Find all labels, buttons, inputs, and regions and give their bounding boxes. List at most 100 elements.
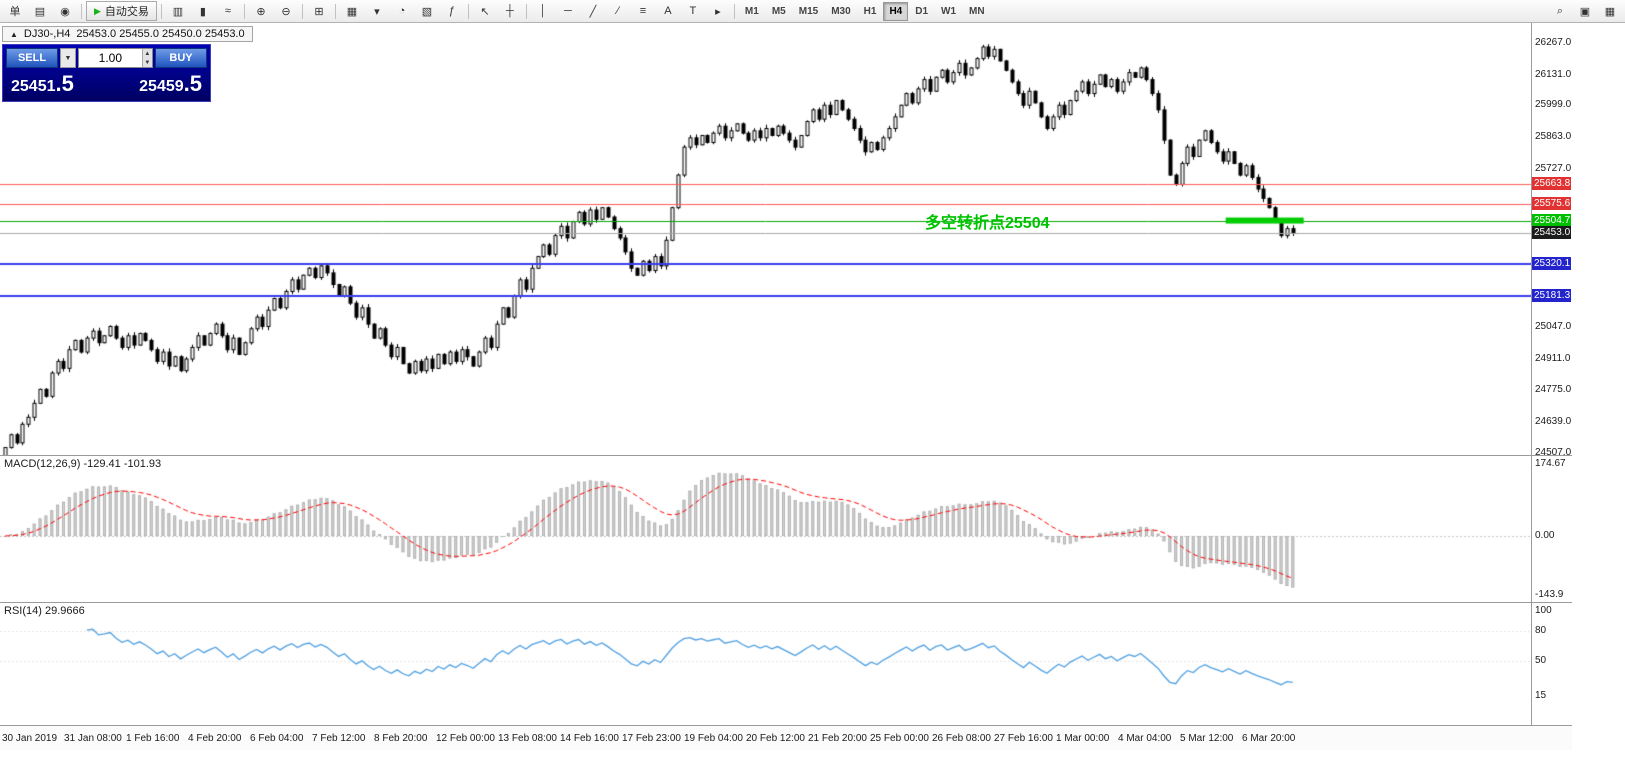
vertical-line-icon[interactable]: │	[539, 5, 547, 17]
toolbar-separator	[301, 3, 303, 19]
line-chart-icon[interactable]: ≈	[224, 5, 231, 17]
one-click-trading-panel: SELL ▼ ▲ ▼ BUY 25451.5 25459.5	[2, 44, 211, 102]
chart-ohlc-readout: 25453.0 25455.0 25450.0 25453.0	[76, 28, 245, 40]
toolbar-separator	[81, 3, 82, 19]
price-axis-label: 26131.0	[1535, 68, 1572, 80]
timeframe-button-mn[interactable]: MN	[969, 5, 985, 17]
time-axis-label: 4 Feb 20:00	[188, 733, 242, 744]
indicators-icon[interactable]: ƒ	[448, 5, 455, 17]
price-pane: 26267.0 26131.0 25999.0 25863.0 25727.0 25047…	[0, 23, 1572, 458]
main-toolbar: 单 ▤ ◉ ▶ 自动交易 ▥ ▮ ≈ ⊕ ⊖ ⊞ ▦ ▾ ◔ ▧ ƒ ↖ ┼ │ ─ ╱ ∕ ≡ A T ▸ M1 M5 M15 M30 H…	[0, 0, 1625, 23]
market-watch-icon[interactable]: ▦	[1604, 5, 1616, 18]
chart-tab[interactable]: ▲ DJ30-,H4 25453.0 25455.0 25450.0 25453…	[2, 26, 253, 42]
text-icon[interactable]: A	[664, 5, 672, 17]
charts-menu-icon[interactable]: ▤	[34, 5, 46, 18]
lot-size-input[interactable]	[79, 49, 142, 67]
horizontal-line-icon[interactable]: ─	[564, 5, 572, 17]
buy-price[interactable]: 25459.5	[139, 71, 202, 96]
arrows-icon[interactable]: ▸	[715, 5, 721, 18]
period-icon[interactable]: ◔	[398, 5, 406, 17]
new-order-icon[interactable]: 单	[9, 6, 21, 18]
lot-increase-button[interactable]: ▲	[141, 49, 152, 58]
sell-price[interactable]: 25451.5	[11, 71, 74, 96]
price-axis[interactable]: 26267.0 26131.0 25999.0 25863.0 25727.0 25047…	[1531, 23, 1572, 458]
timeframe-button-d1[interactable]: D1	[915, 5, 929, 17]
text-label-icon[interactable]: T	[689, 5, 697, 17]
price-axis-label: 24911.0	[1535, 352, 1571, 364]
profiles-icon[interactable]: ▾	[374, 5, 380, 18]
time-axis-label: 30 Jan 2019	[2, 733, 58, 744]
lot-decrease-button[interactable]: ▼	[141, 58, 152, 67]
rsi-axis-label: 80	[1535, 625, 1547, 636]
search-icon[interactable]: ⌕	[1556, 4, 1564, 17]
time-axis-label: 21 Feb 20:00	[808, 733, 867, 744]
price-line-tag[interactable]: 25181.3	[1532, 288, 1571, 302]
zoom-out-icon[interactable]: ⊖	[281, 5, 291, 18]
timeframe-button-m30[interactable]: M30	[831, 5, 851, 17]
macd-canvas[interactable]	[0, 456, 1531, 602]
chart-symbol-period: DJ30-,H4	[23, 28, 71, 40]
time-axis[interactable]: 30 Jan 2019 31 Jan 08:00 1 Feb 16:00 4 Feb …	[0, 726, 1572, 750]
price-line-tag[interactable]: 25663.8	[1532, 176, 1571, 190]
rsi-axis-label: 50	[1535, 655, 1547, 666]
autotrade-button[interactable]: ▶ 自动交易	[86, 1, 157, 21]
price-line-tag[interactable]: 25320.1	[1532, 256, 1571, 270]
template-icon[interactable]: ▧	[421, 5, 433, 18]
price-line-tag[interactable]: 25453.0	[1532, 225, 1571, 239]
bar-chart-icon[interactable]: ▥	[172, 5, 184, 18]
timeframe-button-h4[interactable]: H4	[883, 1, 909, 21]
turning-point-annotation: 多空转折点25504	[925, 215, 1050, 232]
toolbar-separator	[334, 3, 336, 19]
price-axis-label: 24507.0	[1535, 446, 1572, 458]
price-axis-label: 25047.0	[1535, 321, 1572, 333]
time-axis-label: 25 Feb 00:00	[870, 733, 929, 744]
play-icon: ▶	[94, 5, 101, 16]
timeframe-button-h1[interactable]: H1	[863, 5, 877, 17]
time-axis-label: 8 Feb 20:00	[374, 733, 428, 744]
timeframe-button-w1[interactable]: W1	[941, 5, 957, 17]
timeframe-button-m5[interactable]: M5	[771, 5, 786, 17]
toolbar-separator	[160, 3, 162, 19]
time-axis-label: 17 Feb 23:00	[622, 733, 681, 744]
price-line-tag[interactable]: 25504.7	[1532, 213, 1571, 227]
new-chart-icon[interactable]: ▦	[346, 5, 358, 18]
price-chart-canvas[interactable]	[0, 23, 1531, 455]
macd-pane: 174.67 0.00 -143.9 MACD(12,26,9) -129.41 -…	[0, 456, 1572, 603]
rsi-canvas[interactable]	[0, 603, 1531, 725]
buy-button[interactable]: BUY	[155, 48, 207, 68]
rsi-indicator-label: RSI(14) 29.9666	[4, 605, 85, 617]
time-axis-label: 19 Feb 04:00	[684, 733, 743, 744]
crosshair-icon[interactable]: ┼	[506, 5, 514, 17]
time-axis-label: 31 Jan 08:00	[64, 733, 122, 744]
price-axis-label: 24775.0	[1535, 384, 1572, 396]
candlestick-icon[interactable]: ▮	[199, 5, 206, 18]
sell-button[interactable]: SELL	[6, 48, 58, 68]
lot-dropdown-button[interactable]: ▼	[60, 48, 76, 68]
time-axis-label: 6 Mar 20:00	[1242, 733, 1296, 744]
price-axis-label: 25999.0	[1535, 99, 1572, 111]
price-axis-label: 25727.0	[1535, 162, 1572, 174]
timeframe-button-m1[interactable]: M1	[744, 5, 759, 17]
channel-icon[interactable]: ∕	[617, 5, 619, 17]
toolbar-separator	[733, 3, 735, 19]
time-axis-label: 20 Feb 12:00	[746, 733, 805, 744]
data-window-icon[interactable]: ▣	[1579, 5, 1591, 18]
rsi-axis-label: 15	[1535, 690, 1547, 701]
price-axis-label: 26267.0	[1535, 37, 1572, 49]
tile-windows-icon[interactable]: ⊞	[314, 5, 324, 18]
cursor-icon[interactable]: ↖	[480, 5, 490, 18]
zoom-in-icon[interactable]: ⊕	[256, 5, 266, 18]
fibonacci-icon[interactable]: ≡	[639, 5, 647, 17]
macd-axis: 174.67 0.00 -143.9	[1531, 456, 1572, 602]
price-line-tag[interactable]: 25575.6	[1532, 197, 1571, 211]
chart-window: 26267.0 26131.0 25999.0 25863.0 25727.0 25047…	[0, 23, 1572, 771]
time-axis-label: 12 Feb 00:00	[436, 733, 495, 744]
toolbar-separator	[525, 3, 527, 19]
macd-axis-label: 0.00	[1535, 530, 1555, 541]
trendline-icon[interactable]: ╱	[589, 5, 597, 18]
time-axis-label: 5 Mar 12:00	[1180, 733, 1234, 744]
time-axis-label: 27 Feb 16:00	[994, 733, 1053, 744]
timeframe-button-m15[interactable]: M15	[798, 5, 819, 17]
time-axis-label: 6 Feb 04:00	[250, 733, 304, 744]
help-icon[interactable]: ◉	[60, 5, 70, 18]
